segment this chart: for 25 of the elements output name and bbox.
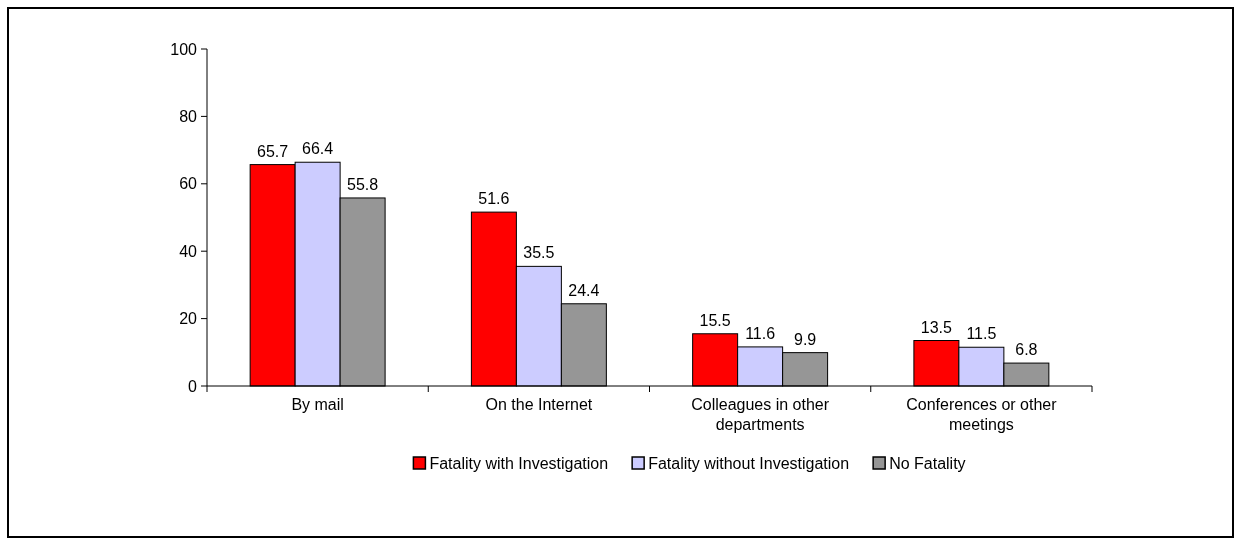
data-label: 35.5 — [523, 244, 555, 262]
data-label: 66.4 — [302, 140, 334, 158]
data-label: 9.9 — [793, 330, 817, 348]
data-label: 11.6 — [745, 324, 776, 342]
data-label: 65.7 — [257, 142, 289, 160]
x-tick-label: By mail — [291, 396, 344, 413]
data-label: 15.5 — [699, 311, 731, 329]
x-tick-label: Conferences or other meetings — [906, 396, 1058, 433]
y-tick-label: 20 — [179, 310, 198, 328]
y-tick-label: 60 — [179, 175, 198, 193]
legend-label: No Fatality — [889, 454, 966, 472]
data-label: 13.5 — [920, 318, 953, 336]
x-tick-label: On the Internet — [485, 396, 593, 413]
data-label: 6.8 — [1015, 341, 1038, 359]
data-label: 51.6 — [478, 190, 510, 208]
data-label: 11.5 — [966, 325, 997, 343]
y-tick-label: 0 — [188, 377, 198, 395]
y-tick-label: 40 — [179, 242, 198, 260]
y-tick-label: 80 — [179, 108, 198, 125]
y-tick-label: 100 — [170, 40, 198, 58]
legend-label: Fatality with Investigation — [429, 454, 609, 472]
legend-label: Fatality without Investigation — [648, 454, 850, 472]
data-label: 55.8 — [347, 175, 379, 193]
x-tick-label: Colleagues in other departments — [691, 396, 830, 433]
data-label: 24.4 — [568, 281, 600, 299]
